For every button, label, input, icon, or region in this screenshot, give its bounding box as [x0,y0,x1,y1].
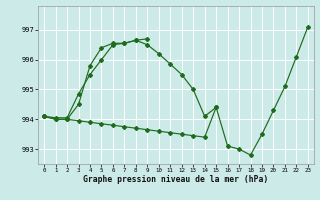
X-axis label: Graphe pression niveau de la mer (hPa): Graphe pression niveau de la mer (hPa) [84,175,268,184]
